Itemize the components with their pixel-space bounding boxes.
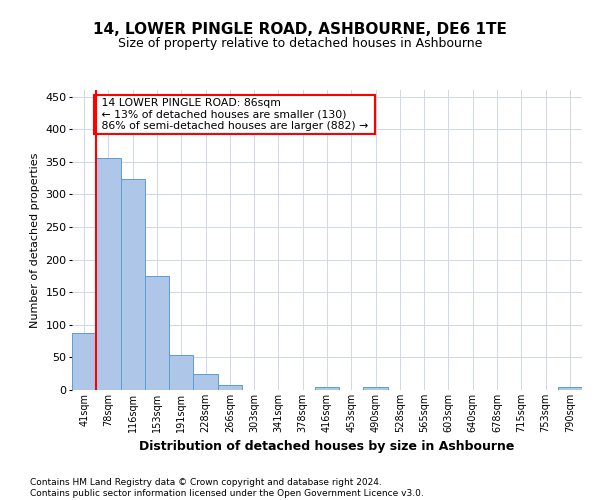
Bar: [121, 180, 145, 390]
Bar: [315, 386, 339, 390]
Bar: [169, 356, 193, 390]
Y-axis label: Number of detached properties: Number of detached properties: [30, 152, 40, 328]
Bar: [145, 276, 169, 390]
Text: Contains HM Land Registry data © Crown copyright and database right 2024.
Contai: Contains HM Land Registry data © Crown c…: [30, 478, 424, 498]
Bar: [193, 374, 218, 390]
X-axis label: Distribution of detached houses by size in Ashbourne: Distribution of detached houses by size …: [139, 440, 515, 454]
Text: 14 LOWER PINGLE ROAD: 86sqm
 ← 13% of detached houses are smaller (130)
 86% of : 14 LOWER PINGLE ROAD: 86sqm ← 13% of det…: [97, 98, 371, 131]
Bar: [72, 332, 96, 390]
Text: Size of property relative to detached houses in Ashbourne: Size of property relative to detached ho…: [118, 38, 482, 51]
Bar: [96, 158, 121, 390]
Bar: [558, 386, 582, 390]
Bar: [218, 385, 242, 390]
Text: 14, LOWER PINGLE ROAD, ASHBOURNE, DE6 1TE: 14, LOWER PINGLE ROAD, ASHBOURNE, DE6 1T…: [93, 22, 507, 38]
Bar: [364, 386, 388, 390]
